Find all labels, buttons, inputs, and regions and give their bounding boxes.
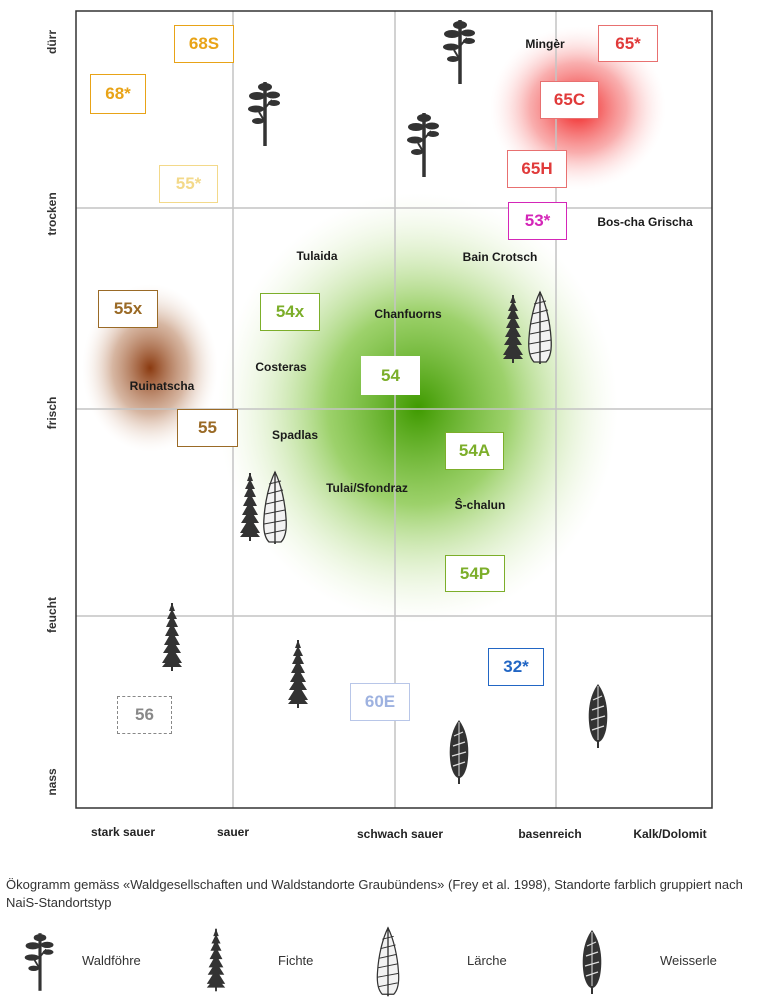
- spruce-icon: [205, 927, 227, 993]
- alder-icon: [448, 719, 470, 785]
- y-label-frisch: frisch: [45, 396, 59, 430]
- legend-label-pine: Waldföhre: [82, 953, 141, 968]
- code-53-star: 53*: [508, 202, 567, 240]
- code-68-star: 68*: [90, 74, 146, 114]
- code-56: 56: [117, 696, 172, 734]
- x-label-stark-sauer: stark sauer: [90, 825, 156, 839]
- green-zone: [218, 193, 618, 623]
- place-tulai-sfondraz: Tulai/Sfondraz: [326, 481, 408, 495]
- alder-icon: [587, 683, 609, 749]
- x-label-sauer: sauer: [216, 825, 250, 839]
- place-costeras: Costeras: [255, 360, 307, 374]
- x-label-basenreich: basenreich: [518, 827, 582, 841]
- caption: Ökogramm gemäss «Waldgesellschaften und …: [6, 877, 743, 910]
- code-54p: 54P: [445, 555, 505, 592]
- code-54: 54: [361, 356, 420, 395]
- code-55-star: 55*: [159, 165, 218, 203]
- pine-icon: [246, 80, 282, 148]
- code-65-star: 65*: [598, 25, 658, 62]
- spruce-icon: [287, 639, 309, 709]
- pine-icon: [405, 111, 441, 179]
- pine-icon: [23, 931, 56, 993]
- code-55x: 55x: [98, 290, 158, 328]
- code-55: 55: [177, 409, 238, 447]
- plot-frame: [75, 10, 713, 809]
- alder-icon: [581, 929, 603, 995]
- code-68s: 68S: [174, 25, 234, 63]
- y-label-feucht: feucht: [45, 597, 59, 633]
- larch-icon: [376, 927, 400, 997]
- y-label-nass: nass: [45, 768, 59, 796]
- code-60e: 60E: [350, 683, 410, 721]
- code-54x: 54x: [260, 293, 320, 331]
- code-54a: 54A: [445, 432, 504, 470]
- code-32-star: 32*: [488, 648, 544, 686]
- code-65c: 65C: [540, 81, 599, 119]
- legend-label-spruce: Fichte: [278, 953, 314, 968]
- place-spadlas: Spadlas: [271, 428, 319, 442]
- place-tulaida: Tulaida: [296, 249, 338, 263]
- legend-label-larch: Lärche: [467, 953, 507, 968]
- x-label-kalk-dolomit: Kalk/Dolomit: [633, 827, 707, 841]
- y-label-duerr: dürr: [45, 30, 59, 54]
- place-schalun: Ŝ-chalun: [454, 498, 506, 512]
- y-label-trocken: trocken: [45, 192, 59, 236]
- place-ruinatscha: Ruinatscha: [129, 379, 195, 393]
- place-boscha-grischa: Bos-cha Grischa: [597, 215, 693, 229]
- legend-label-alder: Weisserle: [660, 953, 717, 968]
- pine-icon: [441, 18, 477, 86]
- place-bain-crotsch: Bain Crotsch: [462, 250, 538, 264]
- code-65h: 65H: [507, 150, 567, 188]
- place-minger: Mingèr: [525, 37, 565, 51]
- x-label-schwach-sauer: schwach sauer: [356, 827, 444, 841]
- place-chanfuorns: Chanfuorns: [374, 307, 442, 321]
- spruce-icon: [161, 602, 183, 672]
